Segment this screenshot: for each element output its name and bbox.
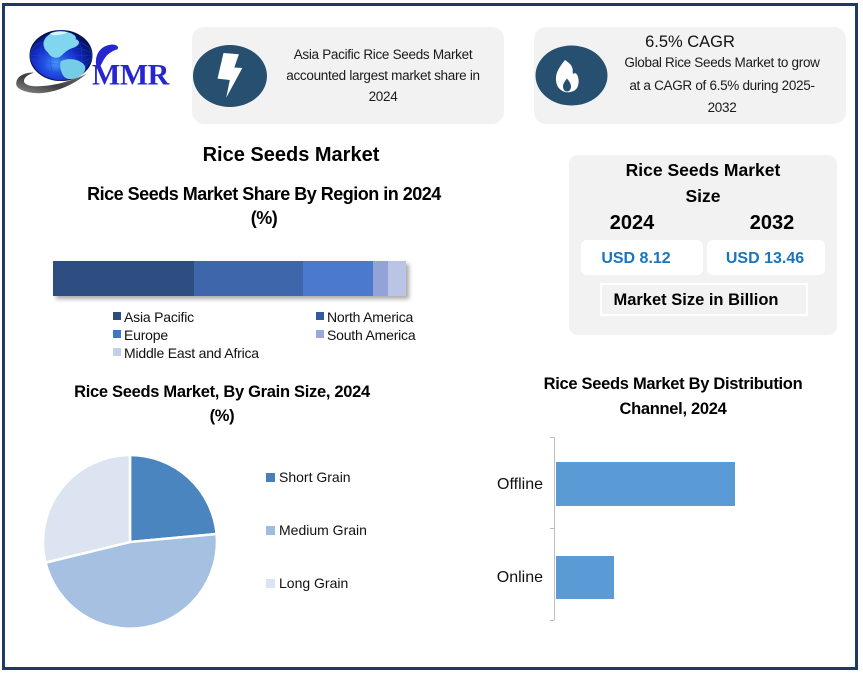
svg-text:MMR: MMR — [92, 59, 170, 92]
